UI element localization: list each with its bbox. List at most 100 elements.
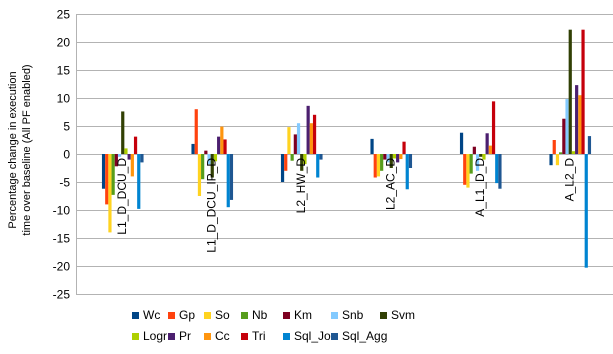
legend-label-wc: Wc [143, 308, 160, 322]
bar-wc-0 [101, 154, 106, 189]
category-label: A_L1_D_D [473, 158, 487, 217]
bar-sql-agg-0 [140, 154, 144, 163]
legend-label-pr: Pr [179, 329, 191, 343]
bar-gp-2 [284, 154, 288, 171]
bar-pr-5 [575, 85, 579, 154]
gridlines [76, 14, 613, 295]
legend-swatch-sql-agg [331, 333, 338, 340]
bar-km-3 [383, 154, 387, 160]
bar-snb-3 [386, 154, 390, 163]
bar-pr-3 [396, 154, 400, 163]
bar-nb-2 [290, 154, 294, 161]
bar-cc-4 [488, 145, 492, 154]
legend-label-sql-agg: Sql_Agg [342, 329, 387, 343]
y-tick-label: 5 [63, 120, 70, 134]
bar-svm-0 [121, 111, 125, 154]
bar-km-4 [472, 146, 476, 154]
legend-label-sql-jo: Sql_Jo [294, 329, 331, 343]
bar-pr-4 [485, 133, 489, 154]
bar-so-0 [108, 154, 112, 233]
bar-snb-4 [475, 154, 480, 171]
bar-logr-5 [571, 151, 576, 154]
bar-gp-3 [373, 154, 377, 178]
y-tick-label: -10 [53, 204, 71, 218]
bar-snb-5 [565, 99, 569, 154]
bar-logr-2 [303, 154, 307, 165]
bar-so-4 [466, 154, 470, 188]
legend-swatch-km [283, 312, 290, 319]
legend-label-cc: Cc [215, 329, 230, 343]
bar-sql-jo-3 [405, 154, 409, 190]
category-label: L2_AC_D [383, 158, 397, 210]
y-axis-title: Percentage change in execution time over … [7, 64, 33, 235]
y-tick-label: 25 [57, 8, 71, 22]
bar-nb-5 [559, 152, 563, 154]
bar-tri-4 [491, 101, 496, 154]
bar-gp-1 [194, 109, 198, 154]
legend-label-logr: Logr [143, 329, 167, 343]
bar-nb-4 [469, 154, 473, 174]
legend-swatch-cc [204, 333, 211, 340]
bar-km-2 [293, 134, 297, 154]
y-tick-label: 0 [63, 148, 70, 162]
category-label: L1_D_DCU_IP_D [204, 158, 218, 253]
bar-gp-4 [463, 154, 467, 185]
bar-tri-2 [312, 114, 317, 154]
bar-svm-5 [568, 29, 572, 154]
bar-nb-0 [111, 154, 115, 195]
legend-label-gp: Gp [179, 308, 195, 322]
bar-tri-1 [223, 139, 227, 154]
bar-wc-4 [459, 132, 464, 154]
legend-swatch-gp [168, 312, 175, 319]
legend-swatch-nb [241, 312, 248, 319]
bar-sql-agg-5 [587, 136, 592, 154]
bar-so-1 [197, 154, 202, 196]
bars [101, 29, 592, 268]
y-axis-title-line: Percentage change in execution [7, 71, 19, 228]
bar-sql-agg-3 [408, 154, 413, 168]
bar-tri-3 [402, 141, 406, 154]
bar-cc-0 [130, 154, 134, 177]
bar-sql-jo-1 [226, 154, 230, 208]
y-tick-label: -15 [53, 232, 71, 246]
bar-wc-3 [370, 138, 374, 154]
legend-swatch-svm [380, 312, 387, 319]
y-tick-label: 10 [57, 92, 71, 106]
bar-sql-agg-2 [319, 154, 323, 160]
bar-so-5 [555, 154, 560, 166]
legend-label-so: So [215, 308, 230, 322]
bar-wc-5 [549, 154, 553, 166]
bar-pr-2 [306, 105, 310, 154]
bar-snb-1 [207, 154, 211, 165]
bar-cc-1 [220, 126, 224, 154]
legend-swatch-so [204, 312, 211, 319]
bar-nb-1 [201, 154, 205, 180]
bar-so-3 [376, 154, 381, 177]
bar-sql-jo-5 [584, 154, 588, 268]
legend-swatch-snb [331, 312, 338, 319]
bar-gp-0 [105, 154, 109, 205]
bar-wc-1 [191, 143, 195, 154]
y-tick-label: -5 [59, 176, 70, 190]
legend-label-svm: Svm [391, 308, 415, 322]
y-tick-label: 15 [57, 64, 71, 78]
legend-swatch-tri [241, 333, 248, 340]
bar-logr-4 [482, 154, 486, 160]
legend-label-nb: Nb [252, 308, 268, 322]
bar-cc-3 [399, 154, 403, 160]
bar-svm-4 [479, 154, 483, 157]
bar-wc-2 [280, 154, 285, 182]
bar-pr-0 [127, 154, 131, 160]
legend-swatch-pr [168, 333, 175, 340]
bar-tri-5 [581, 29, 585, 154]
y-tick-label: -25 [53, 288, 71, 302]
legend: Wc Gp So Nb Km Snb Svm Logr Pr Cc Tri Sql_Jo Sql_Agg [132, 308, 415, 343]
bar-km-1 [204, 150, 208, 154]
bar-nb-3 [380, 154, 384, 171]
bar-cc-2 [309, 123, 313, 154]
category-label: L1_D_DCU_D [115, 158, 129, 235]
y-tick-label: 20 [57, 36, 71, 50]
bar-sql-jo-0 [137, 154, 141, 209]
bar-snb-0 [117, 154, 122, 157]
